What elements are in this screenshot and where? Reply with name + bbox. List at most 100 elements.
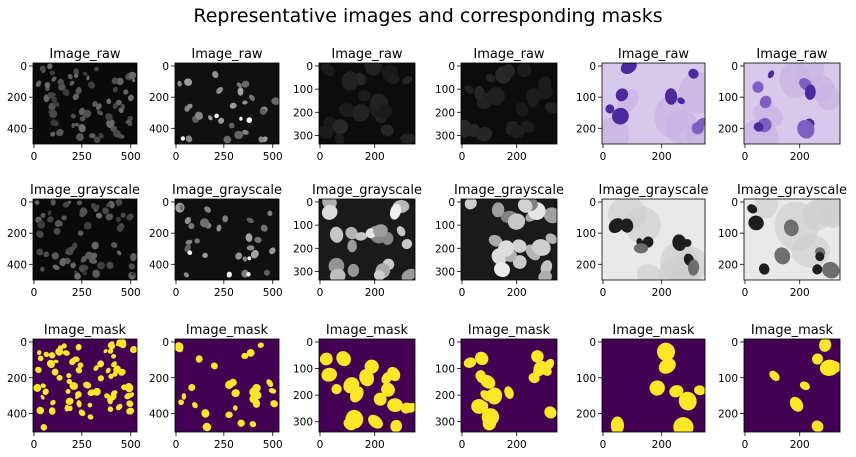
cell-blob — [237, 87, 244, 96]
y-tick-label: 400 — [7, 259, 27, 271]
image-panel: Image_mask 0 100 200 0 200 — [576, 323, 706, 451]
axes-frame — [174, 338, 280, 433]
cell-blob — [185, 239, 193, 245]
y-tick-label: 300 — [293, 417, 313, 429]
image-background — [319, 63, 415, 144]
y-tick-label: 0 — [448, 61, 455, 73]
cell-blob — [236, 82, 242, 88]
cell-blob — [769, 370, 780, 382]
cell-blob — [338, 103, 356, 117]
cell-blob — [66, 378, 73, 385]
cell-blob — [96, 110, 104, 116]
cell-blob — [34, 200, 40, 205]
cell-blob — [97, 360, 105, 368]
cell-blob — [37, 355, 44, 362]
mask-background — [744, 339, 840, 432]
cell-blob — [62, 88, 70, 96]
cell-blob — [502, 64, 516, 78]
x-tick-label: 250 — [214, 439, 234, 451]
cell-blob — [78, 124, 86, 133]
cell-blob — [69, 246, 75, 252]
cell-blob — [615, 88, 629, 102]
cell-blob — [76, 200, 83, 206]
panel-title: Image_mask — [468, 323, 551, 338]
image-panel: Image_raw 0 100 200 0 200 — [576, 47, 706, 163]
cell-blob — [40, 424, 48, 431]
cell-blob — [249, 421, 257, 428]
cell-blob — [239, 116, 243, 121]
cell-blob — [682, 239, 692, 247]
cell-blob — [76, 400, 82, 408]
y-tick-label: 100 — [576, 92, 596, 104]
cell-blob — [57, 78, 64, 86]
image-panel: Image_raw 0 200 400 0 250 500 — [149, 47, 283, 163]
x-tick-label: 0 — [459, 439, 466, 451]
x-tick-label: 500 — [121, 439, 141, 451]
cell-blob — [95, 204, 100, 210]
cell-blob — [812, 353, 823, 365]
cell-blob — [474, 85, 485, 101]
x-tick-label: 200 — [790, 151, 810, 163]
panel-image — [175, 339, 279, 432]
x-tick-label: 0 — [742, 287, 749, 299]
panel-title: Image_mask — [751, 323, 834, 338]
cell-blob — [92, 269, 100, 278]
panel-title: Image_raw — [473, 47, 545, 62]
x-tick-label: 0 — [31, 151, 38, 163]
cell-blob — [106, 202, 112, 208]
axes-frame — [32, 338, 138, 433]
cell-blob — [110, 242, 118, 248]
cell-blob — [92, 101, 98, 107]
cell-blob — [268, 388, 277, 394]
cell-blob — [321, 204, 338, 220]
cell-blob — [93, 365, 99, 371]
cell-blob — [545, 233, 557, 244]
axes-frame — [460, 338, 558, 433]
cell-blob — [46, 359, 55, 368]
panel-title: Image_raw — [191, 47, 263, 62]
panel-title: Image_raw — [618, 47, 690, 62]
cell-blob — [815, 252, 825, 262]
cell-blob — [228, 122, 235, 129]
x-tick-label: 0 — [31, 439, 38, 451]
cell-blob — [512, 239, 527, 253]
cell-blob — [241, 352, 249, 360]
y-tick-label: 0 — [589, 61, 596, 73]
panel-image — [319, 339, 415, 432]
x-tick-label: 200 — [652, 439, 672, 451]
cell-blob — [336, 351, 351, 367]
y-tick-label: 200 — [576, 259, 596, 271]
y-tick-label: 300 — [293, 266, 313, 278]
cell-blob — [36, 230, 44, 238]
cell-blob — [56, 374, 63, 381]
cell-blob — [53, 101, 60, 107]
cell-blob — [130, 272, 136, 276]
panel-image — [744, 339, 840, 432]
panel-image — [175, 63, 279, 144]
cell-blob — [664, 88, 678, 105]
cell-blob — [97, 261, 105, 270]
cell-blob — [54, 220, 62, 227]
axes-frame — [318, 338, 416, 433]
cell-blob — [245, 233, 253, 242]
image-panel: Image_raw 0 100 200 0 200 — [718, 47, 841, 163]
y-tick-label: 400 — [149, 409, 169, 421]
panel-title: Image_mask — [326, 323, 409, 338]
image-panel: Image_mask 0 100 200 300 0 200 — [435, 323, 558, 451]
panel-title: Image_raw — [49, 47, 121, 62]
y-tick-label: 200 — [435, 390, 455, 402]
y-tick-label: 300 — [435, 130, 455, 142]
y-tick-label: 200 — [293, 107, 313, 119]
cell-blob — [822, 261, 840, 279]
panel-title: Image_grayscale — [312, 183, 422, 198]
cell-blob — [359, 369, 374, 387]
cell-blob — [364, 63, 382, 76]
cell-blob — [229, 102, 237, 109]
cell-blob — [49, 110, 58, 119]
cell-blob — [116, 200, 122, 206]
cell-blob — [80, 264, 89, 271]
cell-blob — [329, 226, 344, 243]
panel-image — [602, 339, 705, 432]
y-tick-label: 100 — [435, 220, 455, 232]
